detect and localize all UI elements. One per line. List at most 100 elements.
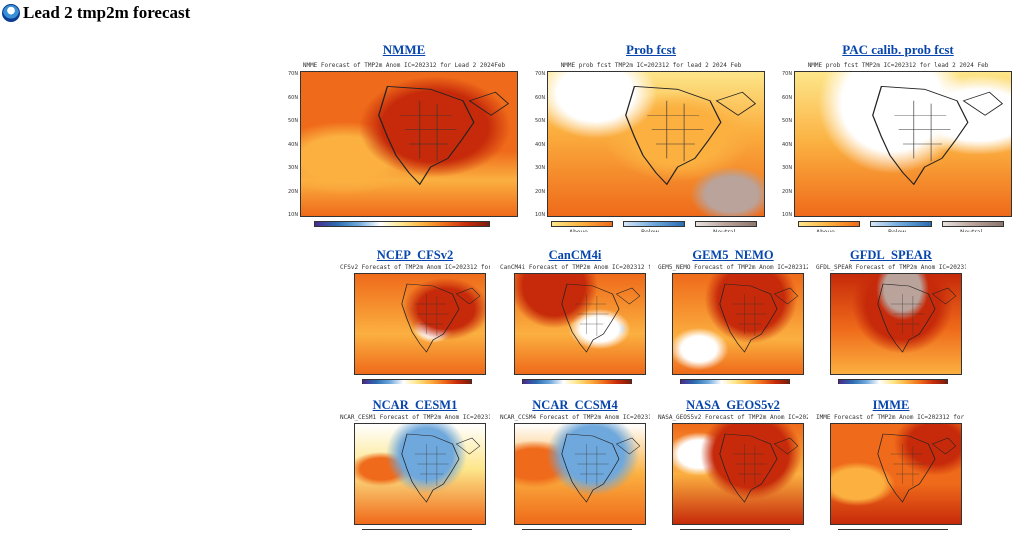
forecast-panel-imme: IMME IMME Forecast of TMP2m Anom IC=20231… (816, 398, 976, 532)
map-caption: IMME Forecast of TMP2m Anom IC=202312 fo… (816, 414, 966, 421)
latitude-label: 30N (782, 165, 793, 172)
latitude-label: 40N (782, 141, 793, 148)
map-caption: NMME prob fcst TMP2m IC=202312 for lead … (560, 62, 742, 69)
map-caption: NMME prob fcst TMP2m IC=202312 for lead … (807, 62, 989, 69)
map-caption: NCAR_CCSM4 Forecast of TMP2m Anom IC=202… (500, 414, 650, 421)
forecast-panel-cancm4i: CanCM4i CanCM4i Forecast of TMP2m Anom IC… (500, 248, 660, 386)
map-caption: CFSv2 Forecast of TMP2m Anom IC=202312 f… (340, 264, 490, 271)
temperature-map (672, 273, 804, 375)
temperature-map (514, 423, 646, 525)
forecast-panel-pac-calib-prob-fcst: PAC calib. prob fcst NMME prob fcst TMP2m… (780, 42, 1024, 234)
forecast-map-image[interactable]: CFSv2 Forecast of TMP2m Anom IC=202312 f… (340, 264, 490, 384)
anomaly-color-bar (522, 529, 632, 530)
temperature-map (547, 71, 765, 217)
latitude-label: 40N (288, 141, 299, 148)
latitude-label: 40N (535, 141, 546, 148)
map-caption: GFDL_SPEAR Forecast of TMP2m Anom IC=202… (816, 264, 966, 271)
probability-legend-bar (623, 221, 685, 227)
forecast-map-image[interactable]: NCAR_CCSM4 Forecast of TMP2m Anom IC=202… (500, 414, 650, 530)
forecast-map-image[interactable]: IMME Forecast of TMP2m Anom IC=202312 fo… (816, 414, 966, 530)
latitude-label: 60N (535, 94, 546, 101)
temperature-map (830, 423, 962, 525)
map-caption: NCAR_CESM1 Forecast of TMP2m Anom IC=202… (340, 414, 490, 421)
forecast-panel-gem5-nemo: GEM5_NEMO GEM5_NEMO Forecast of TMP2m Ano… (658, 248, 818, 386)
latitude-label: 20N (782, 188, 793, 195)
probability-legend-bar (798, 221, 860, 227)
latitude-label: 10N (288, 212, 299, 219)
forecast-panel-ncar-ccsm4: NCAR_CCSM4 NCAR_CCSM4 Forecast of TMP2m A… (500, 398, 660, 532)
map-caption: NASA_GEOS5v2 Forecast of TMP2m Anom IC=2… (658, 414, 808, 421)
forecast-panel-ncep-cfsv2: NCEP_CFSv2 CFSv2 Forecast of TMP2m Anom I… (340, 248, 500, 386)
temperature-map (794, 71, 1012, 217)
forecast-panel-ncar-cesm1: NCAR_CESM1 NCAR_CESM1 Forecast of TMP2m A… (340, 398, 500, 532)
legend-label: Below (888, 229, 906, 232)
temperature-map (514, 273, 646, 375)
legend-label: Neutral (960, 229, 982, 232)
forecast-map-image[interactable]: NMME prob fcst TMP2m IC=202312 for lead … (533, 62, 769, 232)
latitude-label: 20N (535, 188, 546, 195)
forecast-map-image[interactable]: GEM5_NEMO Forecast of TMP2m Anom IC=2023… (658, 264, 808, 384)
forecast-map-image[interactable]: CanCM4i Forecast of TMP2m Anom IC=202312… (500, 264, 650, 384)
legend-label: Neutral (713, 229, 735, 232)
probability-legend-bar (870, 221, 932, 227)
panel-link-gfdl-spear[interactable]: GFDL_SPEAR (850, 248, 932, 262)
temperature-map (830, 273, 962, 375)
legend-label: Above (816, 229, 835, 232)
noaa-logo-icon (2, 4, 20, 22)
panel-link-nasa-geos5v2[interactable]: NASA_GEOS5v2 (686, 398, 780, 412)
panel-link-ncar-ccsm4[interactable]: NCAR_CCSM4 (532, 398, 618, 412)
latitude-label: 30N (288, 165, 299, 172)
panel-link-gem5-nemo[interactable]: GEM5_NEMO (692, 248, 774, 262)
temperature-map (354, 273, 486, 375)
latitude-label: 10N (535, 212, 546, 219)
map-caption: NMME Forecast of TMP2m Anom IC=202312 fo… (302, 62, 506, 69)
probability-legend-bar (942, 221, 1004, 227)
forecast-map-image[interactable]: NMME Forecast of TMP2m Anom IC=202312 fo… (286, 62, 522, 232)
forecast-map-image[interactable]: GFDL_SPEAR Forecast of TMP2m Anom IC=202… (816, 264, 966, 384)
latitude-label: 60N (288, 94, 299, 101)
forecast-map-image[interactable]: NCAR_CESM1 Forecast of TMP2m Anom IC=202… (340, 414, 490, 530)
forecast-map-image[interactable]: NASA_GEOS5v2 Forecast of TMP2m Anom IC=2… (658, 414, 808, 530)
panel-link-imme[interactable]: IMME (872, 398, 910, 412)
forecast-panel-prob-fcst: Prob fcst NMME prob fcst TMP2m IC=202312 … (533, 42, 787, 234)
latitude-label: 50N (782, 118, 793, 125)
anomaly-color-bar (838, 529, 948, 530)
forecast-map-image[interactable]: NMME prob fcst TMP2m IC=202312 for lead … (780, 62, 1016, 232)
latitude-label: 50N (535, 118, 546, 125)
forecast-panel-nasa-geos5v2: NASA_GEOS5v2 NASA_GEOS5v2 Forecast of TMP… (658, 398, 818, 532)
page-header: Lead 2 tmp2m forecast (2, 2, 190, 24)
anomaly-color-bar (680, 529, 790, 530)
panel-link-ncar-cesm1[interactable]: NCAR_CESM1 (372, 398, 458, 412)
anomaly-color-bar (362, 379, 472, 384)
anomaly-color-bar (838, 379, 948, 384)
temperature-map (672, 423, 804, 525)
panel-link-pac-calib-prob-fcst[interactable]: PAC calib. prob fcst (842, 42, 954, 57)
anomaly-color-bar (362, 529, 472, 530)
anomaly-color-bar (680, 379, 790, 384)
anomaly-color-bar (522, 379, 632, 384)
latitude-label: 70N (535, 71, 546, 77)
page-title: Lead 2 tmp2m forecast (23, 3, 191, 22)
panel-link-cancm4i[interactable]: CanCM4i (548, 248, 602, 262)
latitude-label: 30N (535, 165, 546, 172)
legend-label: Above (569, 229, 588, 232)
panel-link-prob-fcst[interactable]: Prob fcst (626, 42, 676, 57)
temperature-map (300, 71, 518, 217)
panel-link-ncep-cfsv2[interactable]: NCEP_CFSv2 (376, 248, 454, 262)
anomaly-color-bar (314, 221, 490, 227)
latitude-label: 50N (288, 118, 299, 125)
latitude-label: 20N (288, 188, 299, 195)
forecast-panel-nmme: NMME NMME Forecast of TMP2m Anom IC=20231… (286, 42, 540, 234)
latitude-label: 10N (782, 212, 793, 219)
latitude-label: 70N (782, 71, 793, 77)
map-caption: GEM5_NEMO Forecast of TMP2m Anom IC=2023… (658, 264, 808, 271)
latitude-label: 60N (782, 94, 793, 101)
panel-link-nmme[interactable]: NMME (382, 42, 426, 57)
probability-legend-bar (551, 221, 613, 227)
probability-legend-bar (695, 221, 757, 227)
temperature-map (354, 423, 486, 525)
map-caption: CanCM4i Forecast of TMP2m Anom IC=202312… (500, 264, 650, 271)
forecast-panel-gfdl-spear: GFDL_SPEAR GFDL_SPEAR Forecast of TMP2m A… (816, 248, 976, 386)
latitude-label: 70N (288, 71, 299, 77)
legend-label: Below (641, 229, 659, 232)
